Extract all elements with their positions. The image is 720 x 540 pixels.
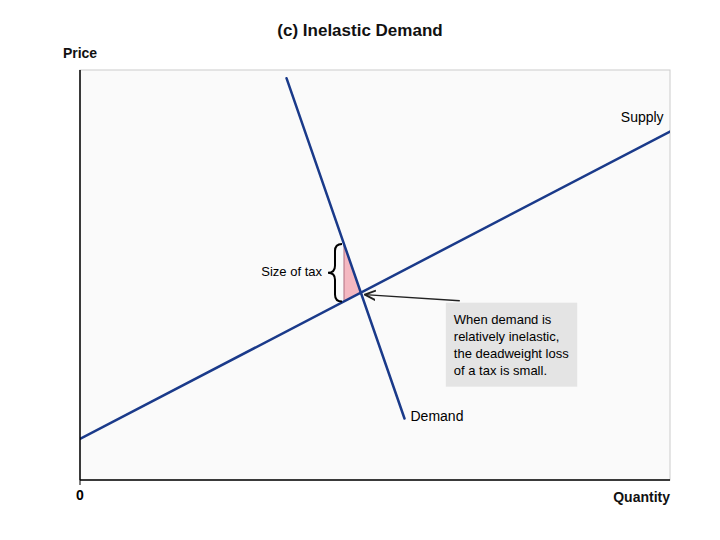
x-axis-label: Quantity [613, 489, 670, 505]
annotation: Size of tax [261, 264, 322, 279]
series-label: Demand [411, 408, 464, 424]
annotation-line: of a tax is small. [454, 363, 547, 378]
annotation-line: relatively inelastic, [454, 329, 560, 344]
x-axis-line [80, 479, 670, 481]
series-line [287, 78, 405, 418]
plot-area [80, 70, 670, 480]
title: (c) Inelastic Demand [277, 21, 442, 40]
annotation-group: When demand is relatively inelastic, the d… [446, 303, 577, 387]
tax-brace [328, 244, 342, 301]
series-line [80, 132, 670, 440]
annotation-box [446, 303, 577, 387]
y-axis-label: Price [63, 45, 97, 61]
chart-svg: 0 (c) Inelastic Demand Price Quantity Supply… [0, 0, 720, 540]
annotation-line: the deadweight loss [454, 346, 569, 361]
y-axis-line [79, 70, 81, 480]
series-label: Supply [621, 109, 664, 125]
annotation-line: When demand is [454, 312, 552, 327]
x-tick-label: 0 [76, 487, 84, 503]
annotation-arrow [365, 295, 460, 301]
annotation: When demand is relatively inelastic, the d… [454, 312, 569, 378]
x-tick [80, 480, 81, 485]
data-group [80, 78, 670, 439]
